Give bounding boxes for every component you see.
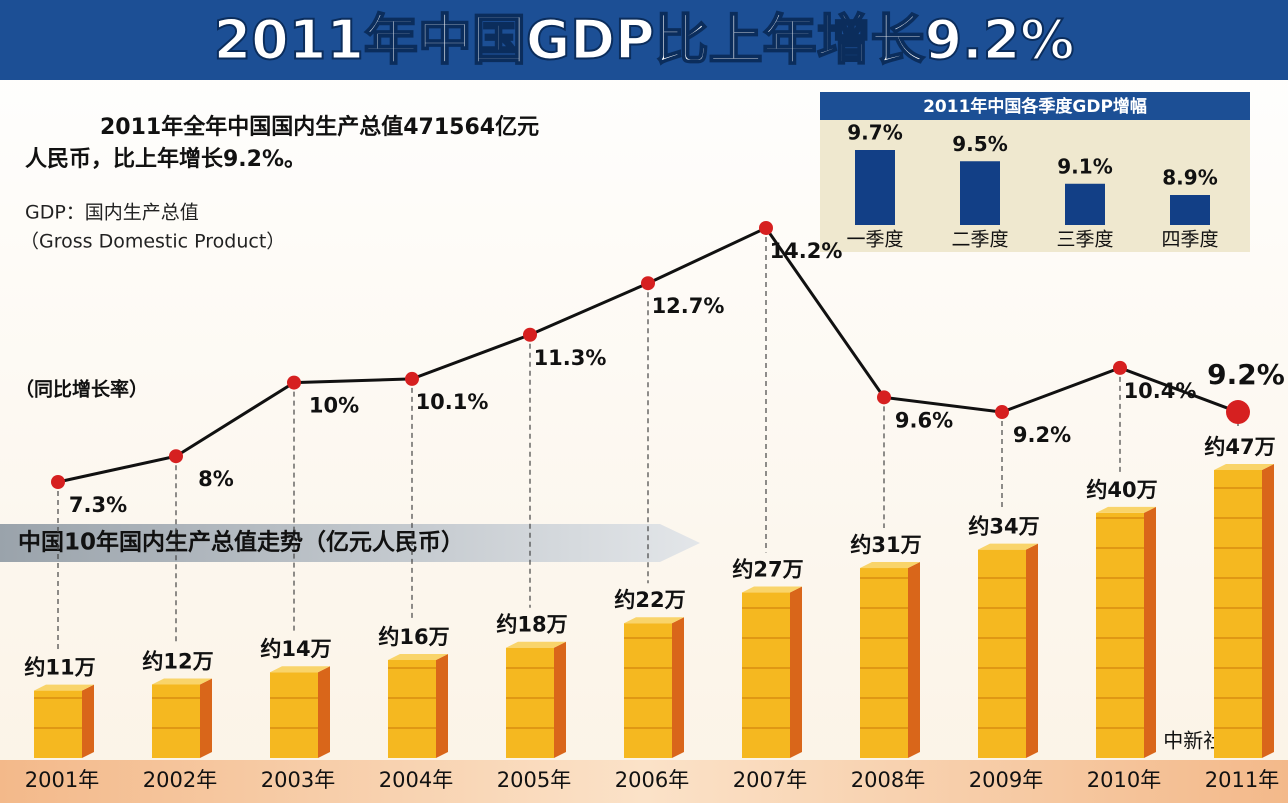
inset-value-label: 8.9% bbox=[1162, 166, 1217, 190]
bar-part bbox=[554, 642, 566, 758]
year-label: 2010年 bbox=[1087, 768, 1161, 792]
inset-category: 一季度 bbox=[846, 229, 903, 251]
bar-chart-title: 中国10年国内生产总值走势（亿元人民币） bbox=[18, 529, 464, 556]
bar bbox=[1214, 464, 1274, 758]
bar bbox=[270, 666, 330, 758]
summary-line: 2011年全年中国国内生产总值471564亿元 bbox=[100, 114, 539, 140]
year-label: 2001年 bbox=[25, 768, 99, 792]
growth-label: 9.2% bbox=[1013, 423, 1071, 447]
bar bbox=[152, 678, 212, 758]
year-label: 2002年 bbox=[143, 768, 217, 792]
bar bbox=[742, 587, 802, 758]
bar-part bbox=[860, 568, 908, 758]
bar bbox=[1096, 507, 1156, 758]
bar-part bbox=[388, 660, 436, 758]
growth-label: 9.2% bbox=[1207, 358, 1285, 391]
growth-label: 10.4% bbox=[1124, 379, 1197, 403]
year-label: 2004年 bbox=[379, 768, 453, 792]
growth-label: 11.3% bbox=[534, 346, 607, 370]
bar bbox=[860, 562, 920, 758]
bar-part bbox=[908, 562, 920, 758]
bar-value-label: 约18万 bbox=[496, 613, 567, 637]
growth-label: 10% bbox=[309, 394, 359, 418]
bar-part bbox=[1214, 470, 1262, 758]
bar-value-label: 约34万 bbox=[968, 515, 1039, 539]
bar-part bbox=[152, 684, 200, 758]
growth-point bbox=[641, 276, 655, 290]
bar-part bbox=[318, 666, 330, 758]
definition: （Gross Domestic Product） bbox=[20, 231, 285, 253]
inset-bar bbox=[855, 150, 895, 225]
inset-bar bbox=[1065, 184, 1105, 225]
growth-point bbox=[877, 390, 891, 404]
growth-label: 7.3% bbox=[69, 493, 127, 517]
bar-part bbox=[978, 550, 1026, 758]
definition: GDP：国内生产总值 bbox=[25, 202, 199, 224]
year-label: 2005年 bbox=[497, 768, 571, 792]
bar-part bbox=[790, 587, 802, 758]
bar-value-label: 约40万 bbox=[1086, 478, 1157, 502]
growth-point bbox=[169, 449, 183, 463]
bar-value-label: 约47万 bbox=[1204, 435, 1275, 459]
inset-value-label: 9.1% bbox=[1057, 154, 1112, 178]
bar-part bbox=[1262, 464, 1274, 758]
growth-label: 12.7% bbox=[652, 294, 725, 318]
bar-part bbox=[624, 623, 672, 758]
bar-part bbox=[742, 593, 790, 758]
bar-part bbox=[1026, 544, 1038, 758]
bar bbox=[978, 544, 1038, 758]
inset-category: 四季度 bbox=[1161, 229, 1218, 251]
year-label: 2003年 bbox=[261, 768, 335, 792]
year-label: 2006年 bbox=[615, 768, 689, 792]
bar-value-label: 约11万 bbox=[24, 656, 95, 680]
growth-point bbox=[1226, 400, 1250, 424]
bar-part bbox=[34, 691, 82, 758]
inset-value-label: 9.5% bbox=[952, 132, 1007, 156]
year-label: 2009年 bbox=[969, 768, 1043, 792]
summary-line: 人民币，比上年增长9.2%。 bbox=[25, 146, 306, 172]
growth-point bbox=[759, 221, 773, 235]
growth-point bbox=[51, 475, 65, 489]
growth-label: 8% bbox=[198, 467, 234, 491]
bar bbox=[624, 617, 684, 758]
bar-part bbox=[436, 654, 448, 758]
infographic: 2011年中国GDP比上年增长9.2% 2011年全年中国国内生产总值47156… bbox=[0, 0, 1288, 803]
bar-part bbox=[1144, 507, 1156, 758]
bar-part bbox=[672, 617, 684, 758]
bar-part bbox=[200, 678, 212, 758]
growth-point bbox=[995, 405, 1009, 419]
bar bbox=[34, 685, 94, 758]
year-label: 2008年 bbox=[851, 768, 925, 792]
growth-label: 14.2% bbox=[770, 239, 843, 263]
year-label: 2007年 bbox=[733, 768, 807, 792]
growth-point bbox=[523, 328, 537, 342]
bar bbox=[388, 654, 448, 758]
inset-bar bbox=[1170, 195, 1210, 225]
line-label: （同比增长率） bbox=[15, 378, 148, 401]
year-label: 2011年 bbox=[1205, 768, 1279, 792]
growth-point bbox=[1113, 361, 1127, 375]
bar bbox=[506, 642, 566, 758]
growth-label: 10.1% bbox=[416, 390, 489, 414]
bar-value-label: 约27万 bbox=[732, 558, 803, 582]
bar-part bbox=[270, 672, 318, 758]
bar-part bbox=[506, 648, 554, 758]
inset-value-label: 9.7% bbox=[847, 121, 902, 145]
bar-value-label: 约22万 bbox=[614, 588, 685, 612]
inset-category: 三季度 bbox=[1056, 229, 1113, 251]
bar-part bbox=[82, 685, 94, 758]
inset-title: 2011年中国各季度GDP增幅 bbox=[923, 96, 1147, 117]
bar-value-label: 约12万 bbox=[142, 649, 213, 673]
growth-label: 9.6% bbox=[895, 408, 953, 432]
bar-value-label: 约31万 bbox=[850, 533, 921, 557]
growth-point bbox=[287, 376, 301, 390]
bar-value-label: 约14万 bbox=[260, 637, 331, 661]
title: 2011年中国GDP比上年增长9.2% bbox=[214, 9, 1075, 72]
inset-category: 二季度 bbox=[951, 229, 1008, 251]
bar-part bbox=[1096, 513, 1144, 758]
growth-point bbox=[405, 372, 419, 386]
inset-bar bbox=[960, 161, 1000, 225]
bar-value-label: 约16万 bbox=[378, 625, 449, 649]
